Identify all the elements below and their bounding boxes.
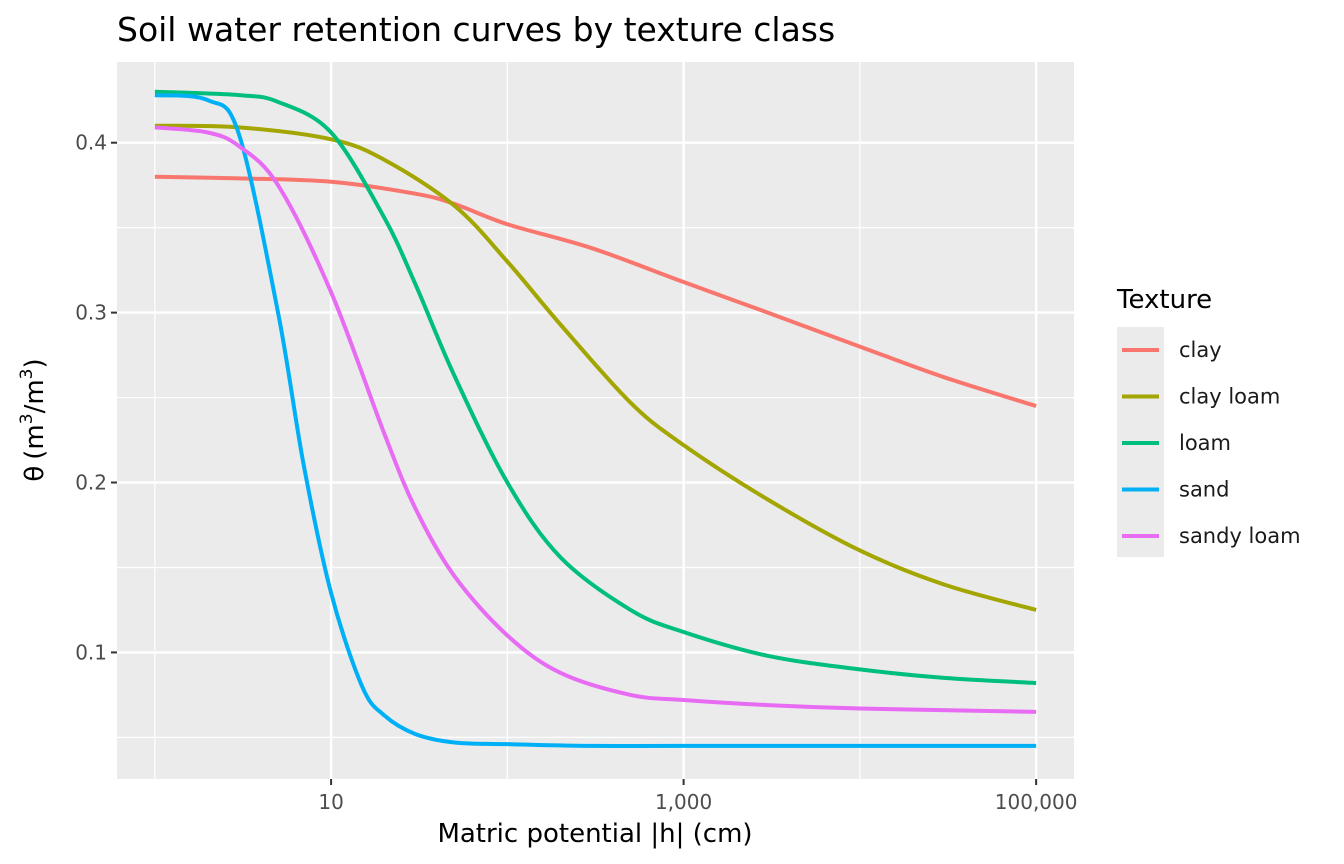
x-tick-label-0: 10 bbox=[318, 790, 343, 814]
y-axis: 0.1 0.2 0.3 0.4 bbox=[75, 131, 117, 664]
series-line-clay bbox=[154, 174, 1037, 408]
y-axis-title: θ(m3/m3) bbox=[17, 358, 50, 481]
y-axis-unit-close: ) bbox=[20, 358, 50, 368]
chart-title: Soil water retention curves by texture c… bbox=[117, 10, 835, 49]
legend: Texture clay clay loam loam sand sandy loam bbox=[1116, 285, 1301, 557]
x-tick-label-1: 1,000 bbox=[655, 790, 712, 814]
series-line-clay-loam bbox=[154, 123, 1037, 612]
legend-label-sandy-loam: sandy loam bbox=[1179, 524, 1301, 548]
y-tick-label-1: 0.2 bbox=[75, 471, 107, 495]
legend-label-sand: sand bbox=[1179, 478, 1229, 502]
series-lines bbox=[154, 89, 1037, 748]
legend-title: Texture bbox=[1116, 285, 1212, 315]
x-axis-title: Matric potential |h| (cm) bbox=[437, 819, 752, 849]
y-axis-unit-slash: /m bbox=[20, 379, 50, 413]
y-axis-unit-sup2: 3 bbox=[17, 369, 37, 380]
series-line-sandy-loam bbox=[154, 125, 1037, 714]
plot-panel bbox=[117, 62, 1074, 779]
y-tick-label-3: 0.4 bbox=[75, 131, 107, 155]
legend-label-clay: clay bbox=[1179, 338, 1222, 362]
x-tick-label-2: 100,000 bbox=[995, 790, 1078, 814]
legend-items: clay clay loam loam sand sandy loam bbox=[1122, 338, 1301, 548]
series-line-loam bbox=[154, 89, 1037, 685]
legend-label-loam: loam bbox=[1179, 431, 1231, 455]
y-axis-unit-sup1: 3 bbox=[17, 413, 37, 424]
legend-label-clay-loam: clay loam bbox=[1179, 385, 1280, 409]
y-axis-unit-open: (m bbox=[20, 424, 50, 459]
y-tick-label-0: 0.1 bbox=[75, 640, 107, 664]
series-line-sand bbox=[154, 93, 1037, 748]
x-axis: 10 1,000 100,000 bbox=[318, 779, 1077, 814]
y-tick-label-2: 0.3 bbox=[75, 301, 107, 325]
y-axis-symbol: θ bbox=[20, 466, 50, 482]
